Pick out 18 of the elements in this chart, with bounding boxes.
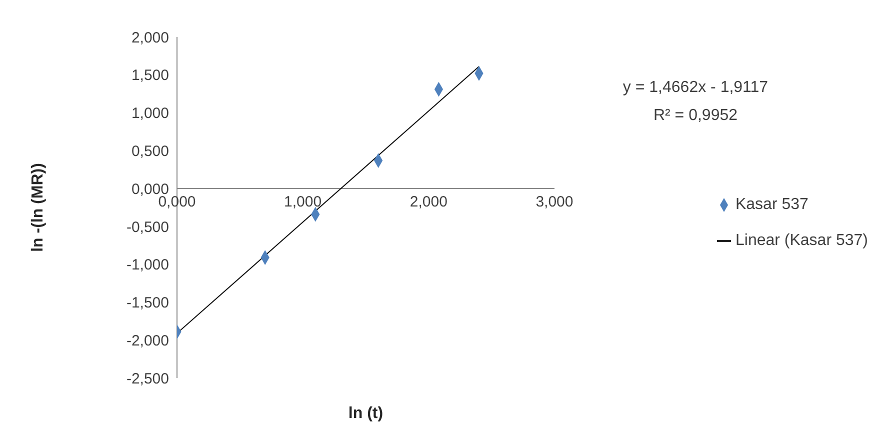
- legend-label: Linear (Kasar 537): [735, 232, 868, 249]
- y-tick-label: -2,000: [126, 332, 169, 350]
- y-tick-label: -1,500: [126, 294, 169, 312]
- legend-label: Kasar 537: [735, 196, 808, 213]
- y-tick-label: -2,500: [126, 370, 169, 388]
- text: y = 1,4662x - 1,9117: [622, 79, 768, 96]
- y-tick-label: 2,000: [131, 29, 169, 46]
- y-tick-label: 1,000: [131, 105, 169, 122]
- y-tick-label: -1,000: [126, 256, 169, 274]
- y-axis-title: ln -(ln (MR)): [30, 163, 47, 252]
- text: R² = 0,9952: [653, 107, 738, 124]
- x-tick-label: 1,000: [284, 194, 322, 211]
- y-tick-label: -0,500: [126, 218, 169, 236]
- x-axis-title: ln (t): [348, 405, 384, 422]
- y-tick-label: 0,500: [131, 142, 169, 160]
- x-tick-label: 3,000: [536, 194, 574, 211]
- x-tick-label: 2,000: [410, 194, 448, 211]
- y-tick-label: 1,500: [131, 67, 169, 84]
